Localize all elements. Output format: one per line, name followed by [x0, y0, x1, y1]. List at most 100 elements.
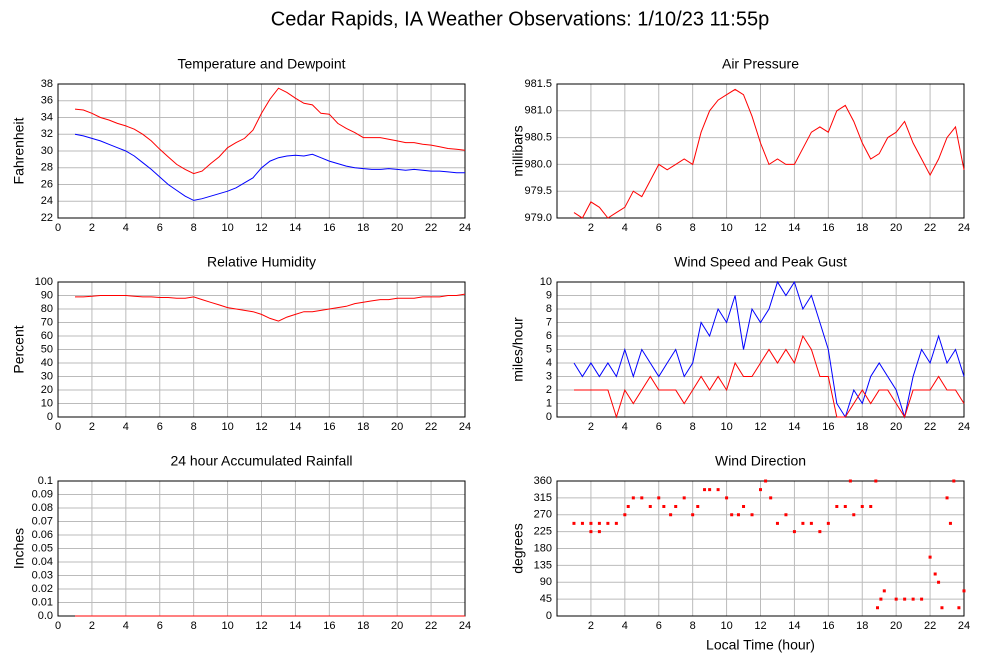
x-tick-label: 10: [221, 222, 233, 234]
scatter-point: [962, 589, 966, 593]
panel-title: 24 hour Accumulated Rainfall: [170, 453, 352, 469]
x-tick-label: 14: [289, 620, 301, 632]
x-tick-label: 16: [822, 620, 834, 632]
scatter-point: [869, 505, 873, 508]
x-tick-label: 18: [856, 421, 868, 433]
x-axis-label: Local Time (hour): [706, 637, 815, 653]
scatter-point: [674, 505, 678, 508]
x-tick-label: 0: [55, 222, 61, 234]
x-tick-label: 20: [890, 620, 902, 632]
series-line: [573, 88, 965, 219]
plot-frame: [556, 83, 965, 219]
y-tick-label: 20: [41, 384, 53, 396]
scatter-point: [716, 488, 720, 492]
scatter-point: [945, 496, 949, 500]
y-tick-label: 30: [41, 370, 53, 382]
x-tick-label: 16: [822, 421, 834, 433]
scatter-point: [826, 521, 830, 525]
x-tick-label: 18: [856, 222, 868, 234]
scatter-point: [589, 521, 593, 525]
x-tick-label: 8: [191, 620, 197, 632]
y-tick-label: 0: [47, 411, 53, 423]
panel-title: Wind Speed and Peak Gust: [674, 254, 847, 270]
x-tick-label: 6: [656, 421, 662, 433]
x-tick-label: 12: [255, 620, 267, 632]
scatter-point: [792, 530, 796, 534]
scatter-point: [879, 597, 883, 601]
x-tick-label: 24: [958, 421, 970, 433]
y-tick-label: 0.09: [32, 488, 53, 500]
panel-title: Temperature and Dewpoint: [177, 56, 345, 72]
scatter-point: [952, 479, 956, 483]
scatter-point: [818, 530, 822, 534]
plot-frame: [556, 480, 965, 617]
x-tick-label: 2: [588, 421, 594, 433]
x-tick-label: 8: [690, 620, 696, 632]
x-tick-label: 4: [123, 421, 129, 433]
x-tick-label: 8: [690, 222, 696, 234]
x-tick-label: 16: [323, 421, 335, 433]
y-tick-label: 135: [534, 559, 552, 571]
y-tick-label: 80: [41, 303, 53, 315]
x-tick-label: 8: [191, 421, 197, 433]
x-tick-label: 22: [425, 222, 437, 234]
scatter-point: [882, 589, 886, 593]
scatter-point: [933, 572, 937, 576]
y-tick-label: 980.5: [524, 132, 552, 144]
scatter-point: [623, 513, 627, 517]
scatter-point: [696, 505, 700, 508]
scatter-point: [703, 488, 707, 492]
y-tick-label: 980.0: [524, 158, 552, 170]
series-line: [573, 280, 965, 419]
panel-title: Relative Humidity: [207, 254, 316, 270]
y-tick-label: 4: [546, 357, 552, 369]
x-tick-label: 22: [425, 421, 437, 433]
scatter-point: [657, 496, 661, 500]
y-tick-label: 0.01: [32, 596, 53, 608]
y-tick-label: 1: [546, 397, 552, 409]
x-tick-label: 6: [157, 222, 163, 234]
y-tick-label: 28: [41, 162, 53, 174]
x-tick-label: 24: [459, 222, 471, 234]
y-tick-label: 0.05: [32, 542, 53, 554]
x-tick-label: 6: [157, 620, 163, 632]
panel-title: Air Pressure: [722, 56, 799, 72]
y-tick-label: 360: [534, 475, 552, 487]
y-tick-label: 7: [546, 316, 552, 328]
scatter-point: [730, 513, 734, 517]
scatter-point: [775, 521, 779, 525]
scatter-point: [848, 479, 852, 483]
scatter-point: [920, 597, 924, 601]
y-tick-label: 30: [41, 145, 53, 157]
series-line: [74, 133, 465, 201]
x-tick-label: 12: [754, 222, 766, 234]
scatter-point: [948, 521, 952, 525]
y-tick-label: 8: [546, 303, 552, 315]
y-tick-label: 100: [35, 276, 53, 288]
y-tick-label: 6: [546, 330, 552, 342]
y-tick-label: 38: [41, 78, 53, 90]
scatter-point: [597, 521, 601, 525]
y-tick-label: 3: [546, 370, 552, 382]
x-tick-label: 10: [221, 620, 233, 632]
x-tick-label: 4: [123, 222, 129, 234]
y-tick-label: 225: [534, 526, 552, 538]
y-tick-label: 90: [41, 289, 53, 301]
scatter-point: [759, 488, 762, 492]
x-tick-label: 12: [255, 222, 267, 234]
plot-frame: [57, 83, 466, 219]
y-tick-label: 22: [41, 212, 53, 224]
y-tick-label: 0: [546, 610, 552, 622]
scatter-point: [809, 521, 813, 525]
x-tick-label: 18: [357, 222, 369, 234]
scatter-point: [736, 513, 740, 517]
scatter-point: [801, 521, 805, 525]
y-axis-label: miles/hour: [510, 317, 526, 382]
x-tick-label: 12: [754, 421, 766, 433]
y-tick-label: 0.1: [38, 475, 53, 487]
scatter-point: [860, 505, 864, 508]
y-tick-label: 0.06: [32, 529, 53, 541]
plot-frame: [57, 281, 466, 418]
scatter-point: [597, 530, 601, 534]
x-tick-label: 14: [788, 421, 800, 433]
